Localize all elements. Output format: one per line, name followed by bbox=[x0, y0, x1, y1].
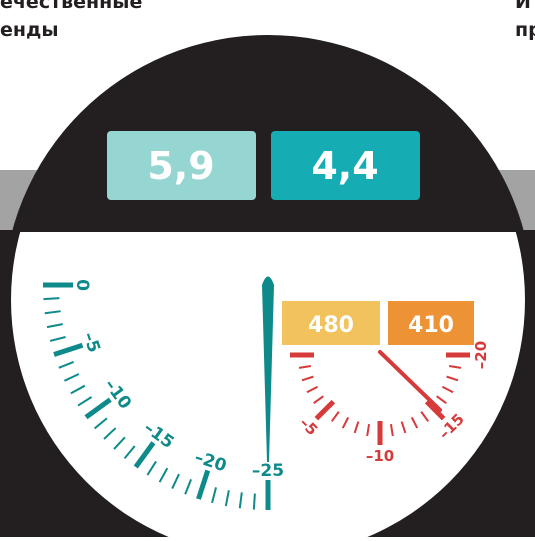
header-right-2: пр bbox=[515, 19, 535, 41]
teal-needle bbox=[262, 276, 274, 462]
tick bbox=[238, 492, 243, 509]
tick bbox=[410, 416, 419, 429]
tick bbox=[353, 421, 360, 434]
tick bbox=[389, 423, 394, 437]
tick bbox=[301, 375, 314, 382]
ticks bbox=[43, 282, 470, 510]
tick bbox=[448, 364, 462, 369]
tick bbox=[441, 385, 454, 394]
tick bbox=[70, 384, 86, 395]
tick bbox=[224, 490, 230, 507]
header-left-1: ечественные bbox=[0, 0, 142, 13]
tick bbox=[146, 460, 157, 476]
tick bbox=[158, 467, 169, 483]
header-left-2: енды bbox=[0, 19, 59, 41]
value-text: 480 bbox=[308, 313, 354, 338]
red-gauge-label: –20 bbox=[472, 341, 490, 369]
tick bbox=[306, 385, 319, 394]
tick bbox=[44, 310, 61, 315]
header-right-1: И bbox=[515, 0, 531, 13]
tick bbox=[46, 323, 63, 329]
tick bbox=[436, 395, 447, 405]
tick bbox=[446, 375, 459, 382]
teal-gauge-label: 0 bbox=[72, 279, 92, 291]
value-text: 4,4 bbox=[311, 144, 378, 188]
value-text: 410 bbox=[408, 313, 454, 338]
tick bbox=[113, 436, 126, 450]
tick bbox=[424, 399, 446, 421]
tick bbox=[330, 411, 340, 422]
red-gauge-label: –10 bbox=[366, 447, 394, 465]
tick bbox=[103, 427, 117, 440]
tick bbox=[49, 336, 66, 342]
teal-gauge-label: –25 bbox=[252, 461, 284, 481]
tick bbox=[63, 373, 80, 382]
tick bbox=[211, 487, 217, 504]
tick bbox=[313, 395, 324, 405]
value-box bbox=[271, 131, 420, 200]
tick bbox=[298, 364, 312, 369]
tick bbox=[420, 411, 430, 422]
tick bbox=[366, 423, 371, 437]
tick bbox=[93, 417, 108, 430]
tick bbox=[123, 445, 136, 460]
tick bbox=[196, 469, 211, 500]
tick bbox=[252, 493, 256, 510]
tick bbox=[341, 416, 350, 429]
tick bbox=[53, 342, 84, 357]
red-needle bbox=[378, 350, 442, 412]
tick bbox=[314, 399, 336, 421]
tick bbox=[84, 397, 112, 420]
tick bbox=[43, 297, 60, 301]
tick bbox=[58, 361, 75, 369]
value-text: 5,9 bbox=[147, 144, 214, 188]
tick bbox=[400, 421, 407, 434]
tick bbox=[171, 473, 180, 490]
tick bbox=[133, 441, 156, 469]
value-box bbox=[388, 301, 474, 345]
value-box bbox=[107, 131, 256, 200]
tick bbox=[184, 478, 192, 495]
value-box bbox=[282, 301, 380, 345]
tick bbox=[77, 396, 93, 407]
